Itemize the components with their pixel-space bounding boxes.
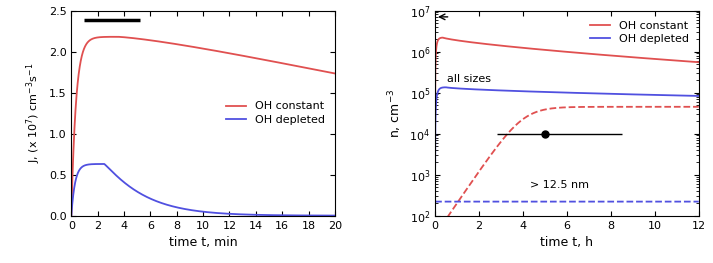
Y-axis label: n, cm$^{-3}$: n, cm$^{-3}$ bbox=[386, 88, 404, 138]
X-axis label: time t, h: time t, h bbox=[540, 236, 593, 249]
Text: > 12.5 nm: > 12.5 nm bbox=[530, 180, 588, 190]
Legend: OH constant, OH depleted: OH constant, OH depleted bbox=[222, 97, 329, 129]
Y-axis label: J, (x 10$^7$) cm$^{-3}$s$^{-1}$: J, (x 10$^7$) cm$^{-3}$s$^{-1}$ bbox=[24, 63, 43, 163]
Legend: OH constant, OH depleted: OH constant, OH depleted bbox=[585, 16, 693, 48]
Text: all sizes: all sizes bbox=[447, 74, 491, 84]
X-axis label: time t, min: time t, min bbox=[169, 236, 237, 249]
